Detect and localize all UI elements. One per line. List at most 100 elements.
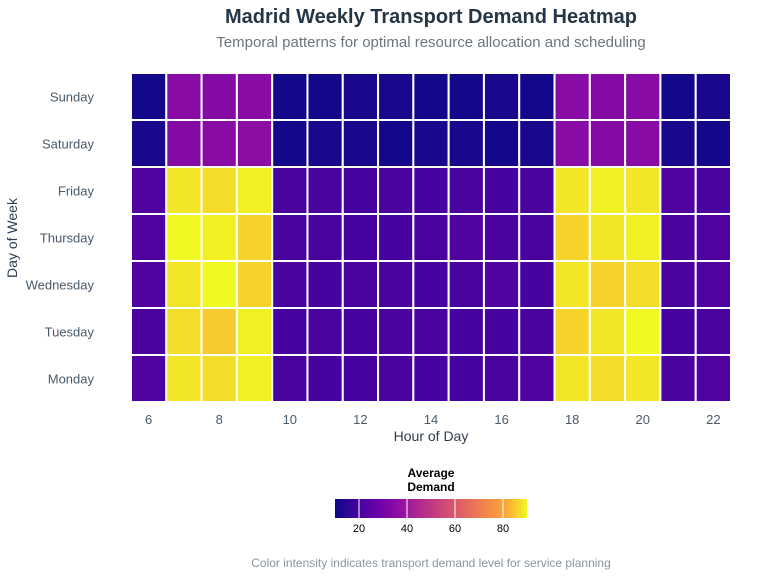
heatmap-cell (624, 354, 662, 403)
heatmap-cell (659, 213, 697, 262)
heatmap-cell (200, 213, 238, 262)
heatmap-cell (482, 166, 521, 215)
x-tick-label: 20 (636, 412, 650, 427)
legend-tick-label: 20 (353, 523, 365, 535)
heatmap-cell (482, 260, 521, 309)
heatmap-cell (130, 166, 168, 215)
heatmap-cell (659, 72, 697, 121)
heatmap-cell (165, 166, 203, 215)
heatmap-cell (377, 260, 415, 309)
color-legend: Average Demand 20 40 60 80 (335, 466, 527, 535)
heatmap-cell (235, 354, 274, 403)
heatmap-cell (130, 354, 168, 403)
heatmap-cell (412, 166, 450, 215)
heatmap-cell (447, 119, 485, 168)
heatmap-cell (377, 213, 415, 262)
x-tick-label: 18 (565, 412, 579, 427)
y-axis-ticks: Monday Tuesday Wednesday Thursday Friday Satu… (26, 90, 95, 387)
heatmap-cell (306, 354, 344, 403)
heatmap-cell (588, 72, 627, 121)
heatmap-cell (271, 72, 309, 121)
heatmap-cell (518, 166, 556, 215)
heatmap-cell (518, 72, 556, 121)
heatmap-cell (341, 72, 380, 121)
heatmap-cell (165, 72, 203, 121)
heatmap-cell (235, 166, 274, 215)
heatmap-cell (412, 354, 450, 403)
y-tick-label: Sunday (50, 90, 95, 105)
y-tick-label: Monday (48, 372, 95, 387)
y-tick-label: Saturday (42, 137, 95, 152)
heatmap-cell (341, 213, 380, 262)
x-axis-title: Hour of Day (394, 428, 469, 444)
heatmap-cell (271, 166, 309, 215)
heatmap-cell (694, 260, 732, 309)
heatmap-cell (588, 213, 627, 262)
legend-tick-label: 80 (497, 523, 509, 535)
heatmap-cell (200, 260, 238, 309)
heatmap-cell (200, 72, 238, 121)
heatmap-cell (235, 260, 274, 309)
heatmap-cell (624, 166, 662, 215)
heatmap-cell (377, 119, 415, 168)
heatmap-cell (271, 354, 309, 403)
heatmap-cell (588, 166, 627, 215)
legend-color-bar (335, 499, 527, 518)
heatmap-cell (659, 260, 697, 309)
heatmap-cell (200, 119, 238, 168)
heatmap-cell (553, 307, 591, 356)
heatmap-cell (659, 307, 697, 356)
heatmap-cell (412, 119, 450, 168)
heatmap-cell (271, 307, 309, 356)
heatmap-cell (165, 213, 203, 262)
heatmap-cell (271, 213, 309, 262)
heatmap-cell (518, 307, 556, 356)
heatmap-cell (518, 260, 556, 309)
legend-title-line1: Average (408, 466, 455, 480)
heatmap-cell (588, 119, 627, 168)
x-tick-label: 8 (216, 412, 223, 427)
heatmap-cell (412, 72, 450, 121)
y-tick-label: Wednesday (26, 278, 95, 293)
heatmap-cell (341, 166, 380, 215)
y-axis-title: Day of Week (4, 197, 20, 278)
heatmap-cell (694, 213, 732, 262)
x-tick-label: 10 (283, 412, 297, 427)
x-tick-label: 22 (706, 412, 720, 427)
heatmap-cell (271, 260, 309, 309)
heatmap-cell (341, 119, 380, 168)
heatmap-cell (659, 354, 697, 403)
heatmap-cell (130, 260, 168, 309)
heatmap-cells (130, 72, 732, 403)
heatmap-cell (130, 72, 168, 121)
heatmap-cell (165, 354, 203, 403)
heatmap-cell (200, 307, 238, 356)
legend-title-line2: Demand (407, 480, 454, 494)
heatmap-cell (624, 119, 662, 168)
heatmap-cell (553, 72, 591, 121)
heatmap-cell (306, 213, 344, 262)
heatmap-cell (659, 119, 697, 168)
heatmap-cell (694, 119, 732, 168)
heatmap-cell (447, 354, 485, 403)
chart-subtitle: Temporal patterns for optimal resource a… (216, 34, 645, 51)
heatmap-cell (447, 166, 485, 215)
heatmap-cell (588, 260, 627, 309)
y-tick-label: Tuesday (45, 325, 95, 340)
heatmap-cell (377, 354, 415, 403)
heatmap-cell (624, 307, 662, 356)
heatmap-cell (235, 72, 274, 121)
legend-ticks: 20 40 60 80 (353, 499, 509, 535)
legend-tick-label: 60 (449, 523, 461, 535)
heatmap-cell (200, 166, 238, 215)
heatmap-cell (306, 166, 344, 215)
heatmap-cell (447, 72, 485, 121)
heatmap-cell (165, 307, 203, 356)
heatmap-cell (271, 119, 309, 168)
heatmap-cell (235, 213, 274, 262)
heatmap-cell (694, 354, 732, 403)
heatmap-cell (694, 307, 732, 356)
heatmap-cell (377, 166, 415, 215)
heatmap-cell (553, 119, 591, 168)
heatmap-cell (553, 260, 591, 309)
